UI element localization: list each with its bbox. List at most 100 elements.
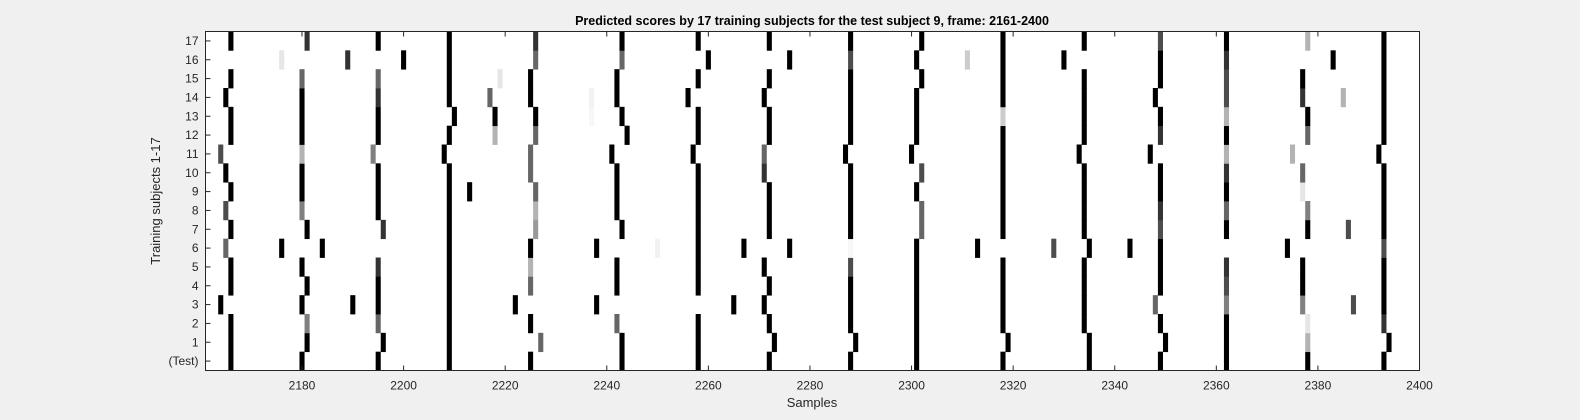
heatmap-cell <box>614 163 620 183</box>
heatmap-cell <box>1381 238 1387 258</box>
heatmap-cell <box>1051 238 1057 258</box>
heatmap-cell <box>1381 314 1387 334</box>
heatmap-cell <box>375 257 381 277</box>
heatmap-cell <box>695 163 701 183</box>
x-tick-label: 2300 <box>898 379 925 393</box>
heatmap-cell <box>1000 69 1006 89</box>
heatmap-cell <box>228 182 234 202</box>
y-tick-label: 6 <box>192 241 199 255</box>
heatmap-cell <box>1157 125 1163 145</box>
heatmap-cell <box>1381 69 1387 89</box>
heatmap-cell <box>299 144 305 164</box>
heatmap-cell <box>1152 88 1158 108</box>
heatmap-cell <box>1223 69 1230 89</box>
heatmap-cell <box>1157 238 1163 258</box>
heatmap-cell <box>401 50 407 70</box>
heatmap-cell <box>848 201 854 221</box>
heatmap-cell <box>375 314 381 334</box>
heatmap-cell <box>1081 125 1087 145</box>
heatmap-cell <box>299 257 305 277</box>
heatmap-cell <box>1223 257 1230 277</box>
heatmap-cell <box>589 88 595 108</box>
heatmap-cell <box>446 276 452 296</box>
heatmap-cell <box>766 314 772 334</box>
x-tick-label: 2240 <box>593 379 620 393</box>
heatmap-cell <box>446 257 452 277</box>
y-tick-label: 13 <box>185 109 199 123</box>
heatmap-cell <box>1081 31 1087 51</box>
heatmap-cell <box>223 238 229 258</box>
heatmap-cell <box>1152 295 1158 315</box>
heatmap-cell <box>380 332 386 353</box>
x-tick-label: 2380 <box>1305 379 1332 393</box>
heatmap-cell <box>787 238 793 258</box>
heatmap-cell <box>655 238 661 258</box>
heatmap-cell <box>218 144 224 164</box>
heatmap-cell <box>914 106 920 127</box>
y-tick-label: 12 <box>185 128 199 142</box>
heatmap-cell <box>914 182 920 202</box>
heatmap-cell <box>446 88 452 108</box>
heatmap-cell <box>695 182 701 202</box>
heatmap-cell <box>1000 144 1006 164</box>
heatmap-cell <box>533 125 539 145</box>
heatmap-cell <box>1300 257 1306 277</box>
heatmap-cell <box>848 276 854 296</box>
heatmap-cell <box>1157 351 1163 371</box>
heatmap-cell <box>1081 88 1087 108</box>
heatmap-cell <box>695 276 701 296</box>
heatmap-cell <box>1157 201 1163 221</box>
heatmap-cell <box>228 314 234 334</box>
heatmap-cell <box>1000 50 1006 70</box>
heatmap-cell <box>695 351 701 371</box>
heatmap-cell <box>1081 314 1087 334</box>
heatmap-cell <box>766 351 772 371</box>
heatmap-cell <box>848 31 854 51</box>
heatmap-cell <box>685 88 691 108</box>
heatmap-cell <box>695 332 701 353</box>
heatmap-cell <box>299 351 305 371</box>
heatmap-cell <box>1223 201 1230 221</box>
heatmap-cell <box>1305 125 1311 145</box>
heatmap-cell <box>279 50 285 70</box>
heatmap-cell <box>1381 125 1387 145</box>
heatmap-cell <box>914 257 920 277</box>
heatmap-cell <box>919 31 925 51</box>
heatmap-cell <box>1381 351 1387 371</box>
heatmap-cell <box>1381 163 1387 183</box>
heatmap-cell <box>1000 163 1006 183</box>
heatmap-cell <box>1223 106 1230 127</box>
heatmap-cell <box>299 125 305 145</box>
heatmap-cell <box>914 125 920 145</box>
heatmap-cell <box>848 257 854 277</box>
heatmap-cell <box>533 201 539 221</box>
heatmap-cell <box>914 88 920 108</box>
heatmap-cell <box>914 332 920 353</box>
heatmap-cell <box>1157 163 1163 183</box>
y-axis-title: Training subjects 1-17 <box>148 137 163 264</box>
heatmap-cell <box>705 50 711 70</box>
heatmap-cell <box>1081 106 1087 127</box>
heatmap-cell <box>223 201 229 221</box>
heatmap-cell <box>1127 238 1133 258</box>
heatmap-cell <box>1000 31 1006 51</box>
heatmap-cell <box>619 106 625 127</box>
heatmap-cell <box>1381 88 1387 108</box>
y-tick-label: (Test) <box>169 354 199 368</box>
cells-layer <box>218 31 1392 371</box>
heatmap-cell <box>614 314 620 334</box>
x-tick-label: 2200 <box>390 379 417 393</box>
x-axis-title: Samples <box>787 395 838 410</box>
heatmap-cell <box>375 163 381 183</box>
heatmap-cell <box>1157 50 1163 70</box>
heatmap-cell <box>594 238 600 258</box>
x-tick-label: 2220 <box>492 379 519 393</box>
heatmap-cell <box>441 144 447 164</box>
heatmap-cell <box>446 314 452 334</box>
heatmap-cell <box>1000 314 1006 334</box>
heatmap-cell <box>1381 295 1387 315</box>
heatmap-cell <box>533 106 539 127</box>
heatmap-cell <box>446 69 452 89</box>
heatmap-cell <box>1157 219 1163 240</box>
heatmap-cell <box>1381 201 1387 221</box>
